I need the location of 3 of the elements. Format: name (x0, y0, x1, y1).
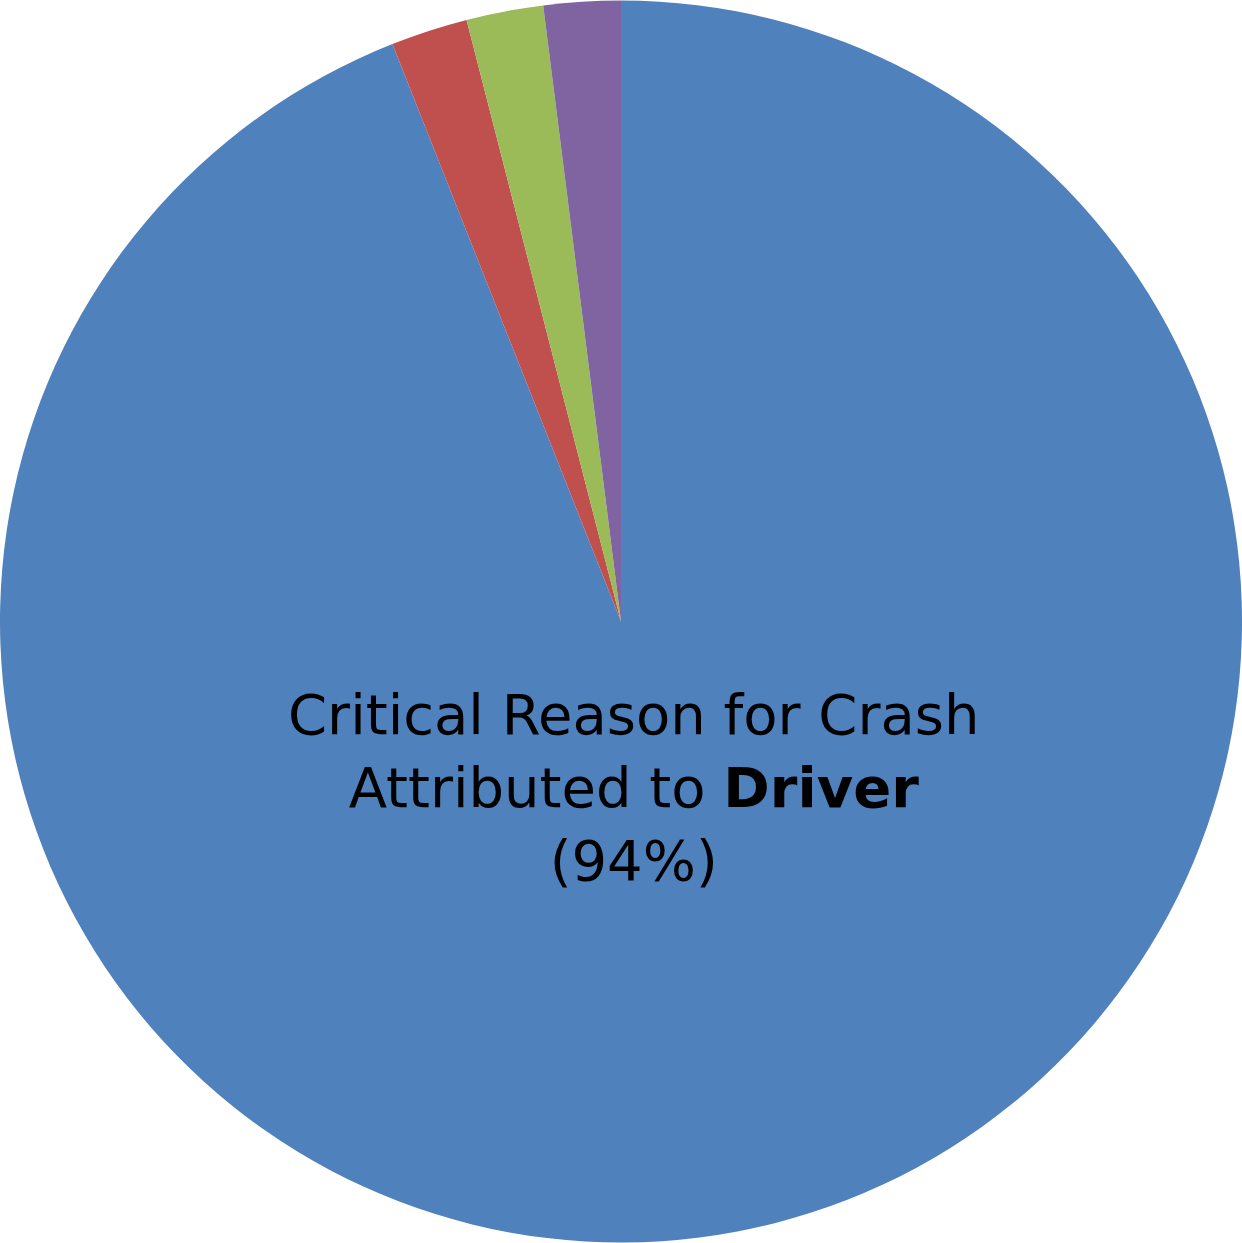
slice-label: Critical Reason for Crash Attributed to Driver (288, 682, 980, 820)
pie-slice (466, 5, 621, 622)
data-label: (94%) (549, 827, 718, 893)
